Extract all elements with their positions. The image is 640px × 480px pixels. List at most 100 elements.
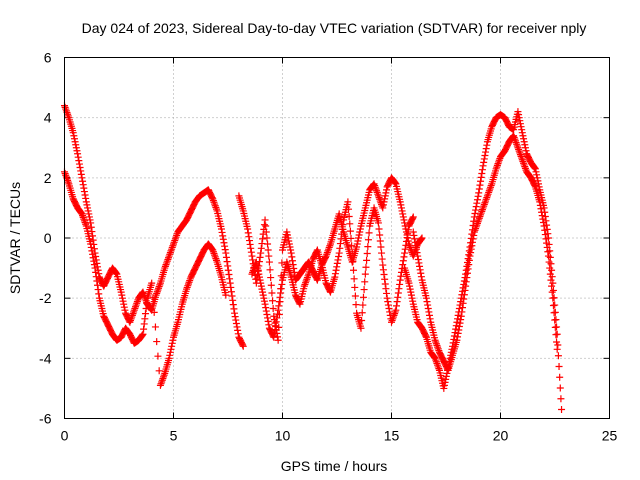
data-point [183,285,191,293]
data-point [467,249,475,257]
data-point [376,197,384,205]
data-point [402,228,410,236]
data-point [155,367,163,375]
data-point [141,315,149,323]
data-point [260,294,268,302]
data-point [303,274,311,282]
data-point [407,291,415,299]
data-point [372,185,380,193]
y-tick-label: 6 [44,50,52,66]
data-point [275,323,283,331]
data-point [288,257,296,265]
data-point [260,297,268,305]
data-point [303,275,311,283]
data-point [413,249,421,257]
data-point [173,231,181,239]
data-point [536,198,544,206]
data-point [334,256,342,264]
data-point [435,347,443,355]
data-point [548,288,556,296]
data-point [483,141,491,149]
data-point [336,240,344,248]
data-point [378,202,386,210]
data-point [278,280,286,288]
data-point [272,318,280,326]
data-point [138,331,146,339]
data-point [232,316,240,324]
data-point [382,285,390,293]
data-point [463,274,471,282]
data-point [160,373,168,381]
data-point [409,228,417,236]
data-point [153,289,161,297]
data-point [385,304,393,312]
data-point [87,243,95,251]
data-point [364,243,372,251]
data-point [426,315,434,323]
data-point [224,266,232,274]
data-point [552,331,560,339]
data-point [151,323,159,331]
data-point [77,170,85,178]
data-point [209,246,217,254]
data-point [414,255,422,263]
data-point [476,213,484,221]
data-point [379,261,387,269]
data-point [475,214,483,222]
data-point [245,233,253,241]
data-point [153,288,161,296]
data-point [211,253,219,261]
data-point [406,282,414,290]
data-point [479,204,487,212]
data-point [408,294,416,302]
data-point [458,308,466,316]
data-point [331,273,339,281]
data-point [86,216,94,224]
data-point [118,291,126,299]
data-point [73,147,81,155]
data-point [371,182,379,190]
data-point [209,248,217,256]
data-point [476,181,484,189]
data-point [287,249,295,257]
data-point [166,249,174,257]
data-point [264,240,272,248]
data-point [257,249,265,257]
data-point [77,167,85,175]
data-point [244,229,252,237]
data-point [518,156,526,164]
data-point [410,231,418,239]
data-point [358,317,366,325]
data-point [256,276,264,284]
y-tick-label: 2 [44,170,52,186]
data-point [389,315,397,323]
data-point [477,177,485,185]
data-point [221,246,229,254]
data-point [521,164,529,172]
data-point [127,317,135,325]
data-point [383,294,391,302]
data-point [184,280,192,288]
data-point [453,336,461,344]
data-point [378,255,386,263]
data-point [556,373,564,381]
data-point [472,225,480,233]
data-point [79,212,87,220]
data-point [425,311,433,319]
data-point [295,299,303,307]
data-point [515,111,523,119]
data-point [454,315,462,323]
data-point [538,208,546,216]
data-point [434,343,442,351]
data-point [355,231,363,239]
data-point [345,205,353,213]
data-point [478,166,486,174]
data-point [398,207,406,215]
data-point [277,289,285,297]
data-point [397,204,405,212]
data-point [397,272,405,280]
data-point [363,256,371,264]
data-point [442,372,450,380]
data-point [161,262,169,270]
data-point [481,199,489,207]
